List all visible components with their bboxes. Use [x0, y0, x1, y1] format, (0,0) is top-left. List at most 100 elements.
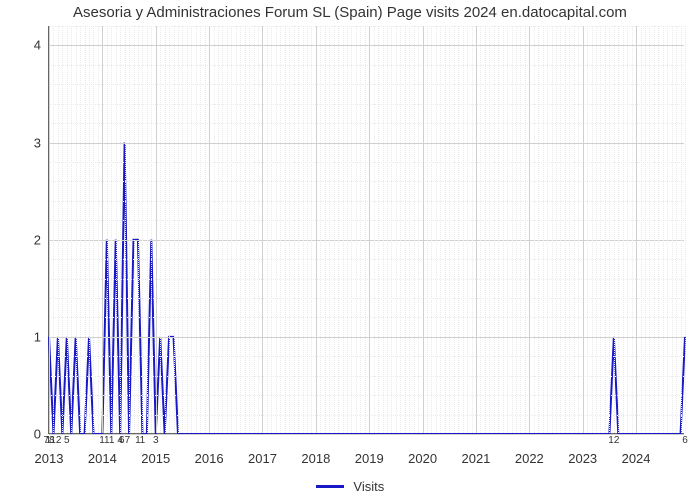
grid-v-minor	[383, 26, 384, 433]
grid-v-minor	[614, 26, 615, 433]
grid-h-major	[49, 240, 684, 241]
grid-v-minor	[560, 26, 561, 433]
grid-v-minor	[267, 26, 268, 433]
grid-v-minor	[418, 26, 419, 433]
point-label: 5	[64, 435, 70, 446]
grid-v-minor	[107, 26, 108, 433]
grid-v-major	[209, 26, 210, 433]
grid-v-minor	[605, 26, 606, 433]
grid-v-minor	[454, 26, 455, 433]
grid-v-major	[316, 26, 317, 433]
grid-v-minor	[685, 26, 686, 433]
grid-v-minor	[623, 26, 624, 433]
point-label: 1	[140, 435, 146, 446]
grid-v-minor	[534, 26, 535, 433]
grid-v-minor	[93, 26, 94, 433]
grid-v-minor	[552, 26, 553, 433]
x-tick-label: 2016	[195, 451, 224, 466]
point-label: 112	[45, 435, 61, 446]
point-label: 3	[153, 435, 159, 446]
grid-v-minor	[574, 26, 575, 433]
grid-v-minor	[200, 26, 201, 433]
grid-v-minor	[85, 26, 86, 433]
grid-h-minor	[49, 220, 684, 221]
y-tick-label: 4	[34, 38, 41, 53]
legend-label: Visits	[353, 479, 384, 494]
y-tick-label: 0	[34, 427, 41, 442]
grid-v-minor	[592, 26, 593, 433]
grid-v-major	[636, 26, 637, 433]
grid-v-minor	[294, 26, 295, 433]
point-label: 12	[608, 435, 619, 446]
grid-v-minor	[329, 26, 330, 433]
y-tick-label: 1	[34, 329, 41, 344]
grid-v-minor	[351, 26, 352, 433]
grid-v-minor	[205, 26, 206, 433]
grid-v-minor	[307, 26, 308, 433]
grid-v-minor	[227, 26, 228, 433]
grid-v-minor	[618, 26, 619, 433]
grid-v-major	[369, 26, 370, 433]
grid-v-minor	[467, 26, 468, 433]
y-tick-label: 3	[34, 135, 41, 150]
grid-v-minor	[125, 26, 126, 433]
grid-v-minor	[543, 26, 544, 433]
grid-h-minor	[49, 259, 684, 260]
grid-v-major	[583, 26, 584, 433]
grid-v-minor	[240, 26, 241, 433]
series-line	[49, 143, 685, 434]
grid-v-minor	[187, 26, 188, 433]
grid-v-minor	[80, 26, 81, 433]
grid-v-minor	[231, 26, 232, 433]
grid-v-minor	[356, 26, 357, 433]
grid-v-minor	[129, 26, 130, 433]
grid-v-minor	[672, 26, 673, 433]
grid-v-major	[156, 26, 157, 433]
plot-area: 0123420132014201520162017201820192020202…	[48, 26, 684, 434]
grid-v-minor	[400, 26, 401, 433]
grid-v-minor	[360, 26, 361, 433]
x-tick-label: 2022	[515, 451, 544, 466]
grid-v-minor	[676, 26, 677, 433]
grid-v-minor	[547, 26, 548, 433]
grid-v-minor	[222, 26, 223, 433]
grid-v-minor	[151, 26, 152, 433]
grid-h-minor	[49, 317, 684, 318]
grid-v-minor	[289, 26, 290, 433]
grid-v-minor	[298, 26, 299, 433]
grid-v-minor	[596, 26, 597, 433]
grid-v-minor	[489, 26, 490, 433]
grid-v-minor	[569, 26, 570, 433]
grid-v-minor	[498, 26, 499, 433]
grid-v-minor	[160, 26, 161, 433]
x-tick-label: 2015	[141, 451, 170, 466]
grid-v-major	[102, 26, 103, 433]
grid-v-minor	[663, 26, 664, 433]
grid-v-minor	[600, 26, 601, 433]
grid-v-minor	[67, 26, 68, 433]
grid-h-minor	[49, 356, 684, 357]
grid-h-minor	[49, 279, 684, 280]
grid-h-minor	[49, 162, 684, 163]
grid-v-minor	[431, 26, 432, 433]
visits-chart: Asesoria y Administraciones Forum SL (Sp…	[0, 0, 700, 500]
x-tick-label: 2021	[461, 451, 490, 466]
grid-v-minor	[178, 26, 179, 433]
grid-v-minor	[258, 26, 259, 433]
grid-v-minor	[458, 26, 459, 433]
grid-v-minor	[58, 26, 59, 433]
grid-v-minor	[494, 26, 495, 433]
point-label: 111	[99, 435, 114, 446]
grid-h-minor	[49, 376, 684, 377]
grid-v-minor	[449, 26, 450, 433]
grid-v-minor	[169, 26, 170, 433]
grid-h-minor	[49, 84, 684, 85]
grid-h-major	[49, 337, 684, 338]
grid-v-minor	[632, 26, 633, 433]
grid-v-minor	[587, 26, 588, 433]
x-tick-label: 2024	[622, 451, 651, 466]
grid-h-minor	[49, 201, 684, 202]
grid-v-minor	[142, 26, 143, 433]
grid-v-major	[529, 26, 530, 433]
grid-v-minor	[249, 26, 250, 433]
